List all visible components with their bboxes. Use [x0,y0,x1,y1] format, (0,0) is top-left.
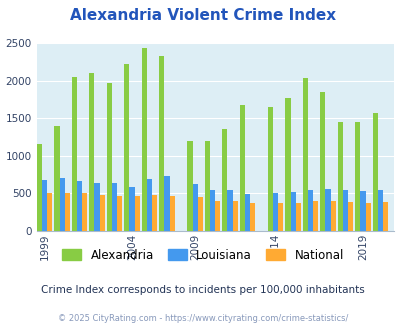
Bar [117,196,122,231]
Bar [312,201,318,231]
Bar [222,129,227,231]
Bar [54,126,60,231]
Bar [330,201,335,231]
Bar [325,189,330,231]
Bar [77,182,82,231]
Bar [215,201,220,231]
Bar [227,190,232,231]
Bar [285,98,290,231]
Bar [187,141,192,231]
Bar [60,178,64,231]
Bar [272,193,277,231]
Bar [159,56,164,231]
Bar [169,196,175,231]
Bar [107,83,112,231]
Bar [302,78,307,231]
Bar [277,203,283,231]
Bar [134,196,139,231]
Bar [337,122,342,231]
Bar [192,183,197,231]
Bar [82,193,87,231]
Bar [267,107,272,231]
Bar [360,191,365,231]
Bar [204,141,209,231]
Bar [47,193,52,231]
Bar [354,122,360,231]
Bar [365,203,370,231]
Text: Crime Index corresponds to incidents per 100,000 inhabitants: Crime Index corresponds to incidents per… [41,285,364,295]
Text: © 2025 CityRating.com - https://www.cityrating.com/crime-statistics/: © 2025 CityRating.com - https://www.city… [58,314,347,323]
Bar [112,183,117,231]
Bar [244,194,249,231]
Bar [382,202,388,231]
Bar [129,186,134,231]
Bar [147,179,152,231]
Text: Alexandria Violent Crime Index: Alexandria Violent Crime Index [70,8,335,23]
Bar [89,73,94,231]
Bar [164,176,169,231]
Bar [307,190,312,231]
Bar [100,195,104,231]
Bar [37,145,42,231]
Bar [232,201,237,231]
Bar [249,203,255,231]
Bar [347,202,352,231]
Bar [197,197,202,231]
Bar [152,195,157,231]
Bar [64,193,70,231]
Bar [342,190,347,231]
Bar [124,64,129,231]
Bar [239,105,244,231]
Bar [372,113,377,231]
Bar [94,183,100,231]
Bar [377,190,382,231]
Bar [295,203,300,231]
Bar [290,192,295,231]
Legend: Alexandria, Louisiana, National: Alexandria, Louisiana, National [57,244,348,266]
Bar [141,48,147,231]
Bar [320,92,325,231]
Bar [209,190,215,231]
Bar [42,180,47,231]
Bar [72,77,77,231]
